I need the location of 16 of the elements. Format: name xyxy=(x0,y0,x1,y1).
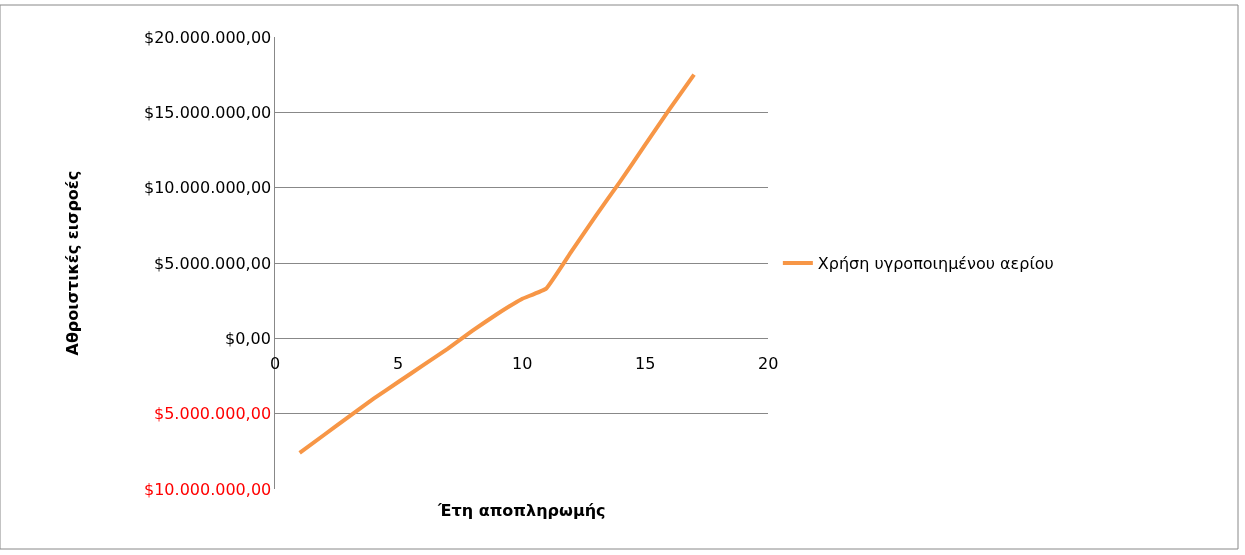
y-tick-label: $20.000.000,00 xyxy=(144,28,272,47)
x-tick-label: 0 xyxy=(270,354,281,373)
x-tick-label: 15 xyxy=(635,354,656,373)
x-tick-label: 5 xyxy=(393,354,404,373)
line-series xyxy=(297,72,697,455)
y-tick-label: $5.000.000,00 xyxy=(154,404,272,423)
y-tick-label: $10.000.000,00 xyxy=(144,480,272,499)
y-tick-label: $5.000.000,00 xyxy=(154,254,272,273)
y-tick-label: $10.000.000,00 xyxy=(144,178,272,197)
y-tick-label: $0,00 xyxy=(225,329,271,348)
x-tick-label: 20 xyxy=(758,354,779,373)
legend-label: Χρήση υγροποιημένου αερίου xyxy=(817,254,1054,274)
x-axis-title: Έτη αποπληρωμής xyxy=(437,501,606,520)
y-tick-label: $15.000.000,00 xyxy=(144,103,272,122)
y-axis-title: Αθροιστικές εισροές xyxy=(62,170,82,356)
x-tick-label: 10 xyxy=(512,354,533,373)
